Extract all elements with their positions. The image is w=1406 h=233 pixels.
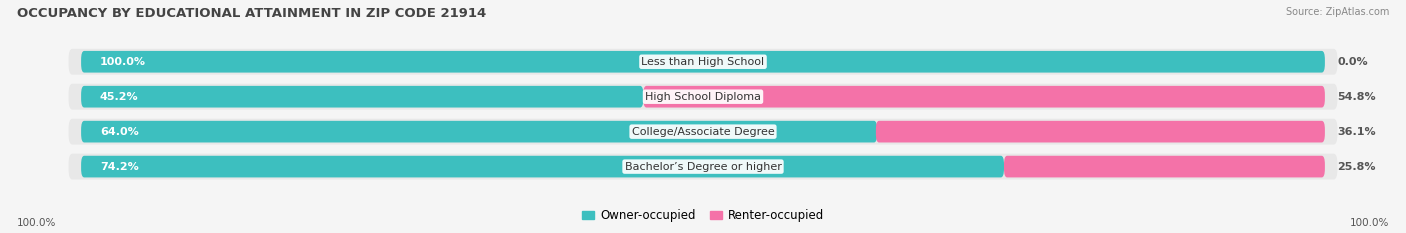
FancyBboxPatch shape (69, 49, 1337, 75)
FancyBboxPatch shape (876, 121, 1324, 142)
Text: 64.0%: 64.0% (100, 127, 139, 137)
Text: 36.1%: 36.1% (1337, 127, 1376, 137)
Text: 45.2%: 45.2% (100, 92, 138, 102)
Text: 54.8%: 54.8% (1337, 92, 1376, 102)
Text: Bachelor’s Degree or higher: Bachelor’s Degree or higher (624, 162, 782, 171)
FancyBboxPatch shape (82, 121, 877, 142)
FancyBboxPatch shape (82, 156, 1004, 178)
FancyBboxPatch shape (1004, 156, 1324, 178)
Text: College/Associate Degree: College/Associate Degree (631, 127, 775, 137)
Text: 100.0%: 100.0% (1350, 218, 1389, 228)
FancyBboxPatch shape (69, 84, 1337, 110)
Text: 100.0%: 100.0% (17, 218, 56, 228)
FancyBboxPatch shape (69, 119, 1337, 144)
FancyBboxPatch shape (82, 51, 1324, 73)
FancyBboxPatch shape (69, 154, 1337, 179)
Text: High School Diploma: High School Diploma (645, 92, 761, 102)
Text: Source: ZipAtlas.com: Source: ZipAtlas.com (1285, 7, 1389, 17)
FancyBboxPatch shape (82, 86, 644, 108)
Text: 100.0%: 100.0% (100, 57, 146, 67)
Text: 25.8%: 25.8% (1337, 162, 1376, 171)
FancyBboxPatch shape (644, 86, 1324, 108)
Legend: Owner-occupied, Renter-occupied: Owner-occupied, Renter-occupied (578, 205, 828, 227)
Text: OCCUPANCY BY EDUCATIONAL ATTAINMENT IN ZIP CODE 21914: OCCUPANCY BY EDUCATIONAL ATTAINMENT IN Z… (17, 7, 486, 20)
Text: 0.0%: 0.0% (1337, 57, 1368, 67)
Text: Less than High School: Less than High School (641, 57, 765, 67)
Text: 74.2%: 74.2% (100, 162, 139, 171)
